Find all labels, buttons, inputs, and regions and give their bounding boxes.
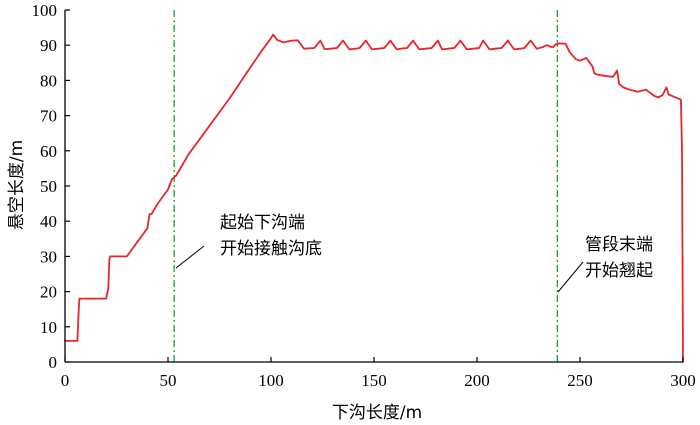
x-tick-label: 150 — [361, 371, 387, 390]
annotation-text-line: 管段末端 — [585, 235, 653, 255]
y-tick-label: 10 — [40, 318, 57, 337]
x-tick-label: 200 — [464, 371, 490, 390]
series-layer — [64, 33, 684, 363]
y-tick-label: 50 — [40, 177, 57, 196]
y-tick-label: 40 — [40, 212, 57, 231]
x-tick-label: 0 — [61, 371, 70, 390]
series-line — [64, 33, 684, 363]
reference-lines — [173, 10, 558, 362]
x-tick-label: 50 — [160, 371, 177, 390]
y-tick-label: 80 — [40, 71, 57, 90]
x-tick-label: 300 — [670, 371, 696, 390]
y-tick-label: 0 — [49, 353, 58, 372]
y-tick-label: 30 — [40, 247, 57, 266]
ticks: 0 50 100 150 200 250 300 0 10 20 30 40 50 60 70 80 90 100 — [32, 1, 696, 390]
annotation-leader-line — [557, 261, 584, 293]
x-axis-title: 下沟长度/m — [332, 403, 422, 423]
annotation-text-line: 开始翘起 — [585, 261, 653, 281]
y-tick-label: 60 — [40, 142, 57, 161]
y-tick-label: 20 — [40, 283, 57, 302]
y-tick-label: 70 — [40, 107, 57, 126]
y-tick-label: 100 — [32, 1, 58, 20]
y-axis-title: 悬空长度/m — [7, 140, 27, 230]
x-tick-label: 250 — [567, 371, 593, 390]
annotation-text-line: 开始接触沟底 — [220, 239, 322, 259]
y-tick-label: 90 — [40, 36, 57, 55]
annotation-leader-line — [175, 245, 205, 269]
annotation-text-line: 起始下沟端 — [220, 213, 305, 233]
x-tick-label: 100 — [258, 371, 284, 390]
